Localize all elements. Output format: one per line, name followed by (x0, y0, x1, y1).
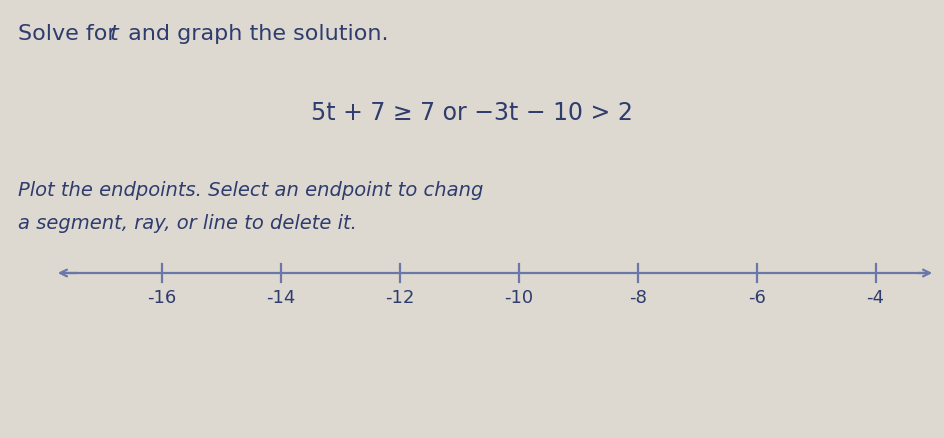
Text: 5t + 7 ≥ 7 or −3t − 10 > 2: 5t + 7 ≥ 7 or −3t − 10 > 2 (312, 101, 632, 125)
Text: and graph the solution.: and graph the solution. (121, 24, 389, 44)
Text: Solve for: Solve for (18, 24, 124, 44)
Text: -14: -14 (266, 288, 295, 306)
Text: a segment, ray, or line to delete it.: a segment, ray, or line to delete it. (18, 213, 357, 233)
Text: Plot the endpoints. Select an endpoint to chang: Plot the endpoints. Select an endpoint t… (18, 180, 483, 200)
Text: -12: -12 (385, 288, 414, 306)
Text: -8: -8 (629, 288, 647, 306)
Text: -10: -10 (504, 288, 533, 306)
Text: -4: -4 (867, 288, 885, 306)
Text: t: t (110, 24, 119, 44)
Text: -16: -16 (147, 288, 177, 306)
Text: -6: -6 (748, 288, 766, 306)
